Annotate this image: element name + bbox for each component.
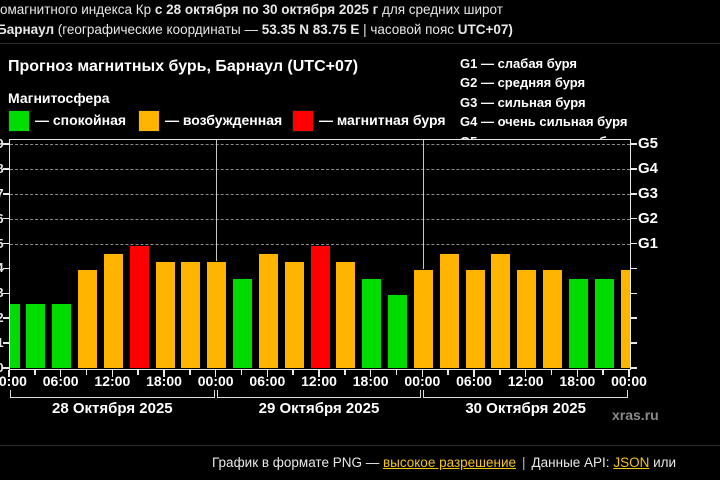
day-label: 30 Октября 2025 — [465, 400, 586, 417]
day-separator-line — [215, 140, 218, 369]
kp-bar — [412, 269, 434, 369]
json-link[interactable]: JSON — [613, 455, 650, 470]
kp-bar — [438, 252, 460, 369]
kp-bar — [516, 269, 538, 369]
header-line-1: омагнитного индекса Кр с 28 октября по 3… — [0, 2, 503, 17]
kp-bar — [10, 302, 21, 369]
storm-scale-row: G2 — средняя буря — [460, 75, 586, 91]
kp-bar — [25, 302, 47, 369]
legend-label-storm: — магнитная буря — [319, 112, 446, 128]
footer-separator: | — [522, 455, 526, 470]
kp-bar — [128, 244, 150, 369]
header-line-2: Барнаул (географические координаты — 53.… — [0, 22, 513, 37]
footer-text-or: или — [649, 455, 677, 470]
kp-bar — [490, 252, 512, 369]
header-city: Барнаул — [0, 22, 55, 37]
watermark: xras.ru — [612, 407, 659, 423]
header-line1-post: для средних широт — [378, 2, 503, 17]
footer-text-api: Данные API: — [531, 455, 614, 470]
day-bracket — [10, 390, 215, 398]
top-divider — [0, 43, 720, 44]
storm-scale-row: G1 — слабая буря — [460, 56, 578, 71]
kp-bar — [464, 269, 486, 369]
legend-label-excited: — возбужденная — [165, 112, 283, 128]
chart-title: Прогноз магнитных бурь, Барнаул (UTC+07) — [8, 58, 359, 75]
storm-color-swatch — [292, 110, 314, 132]
kp-gridline — [10, 168, 630, 170]
magnetosphere-label: Магнитосфера — [8, 90, 110, 106]
day-separator-line — [422, 140, 425, 369]
storm-scale-row: G4 — очень сильная буря — [460, 114, 628, 130]
footer-bar: График в формате PNG — высокое разрешени… — [212, 455, 676, 470]
kp-bar — [542, 269, 563, 369]
header-coords: 53.35 N 83.75 E — [261, 22, 360, 37]
day-bracket — [423, 390, 628, 398]
header-tz-pre: | часовой пояс — [359, 22, 458, 37]
storm-scale-row: G3 — сильная буря — [460, 94, 586, 110]
kp-bar — [206, 261, 228, 369]
kp-bar — [567, 277, 589, 369]
kp-bar — [387, 294, 408, 369]
kp-bar — [335, 261, 357, 369]
bottom-divider — [0, 445, 720, 446]
header-line1-pre: омагнитного индекса Кр — [0, 2, 155, 17]
kp-gridline — [10, 218, 630, 220]
kp-gridline — [10, 243, 630, 245]
day-label: 28 Октября 2025 — [52, 400, 173, 417]
kp-bar — [51, 302, 73, 369]
header-line1-dates: с 28 октября по 30 октября 2025 г — [154, 2, 379, 17]
kp-gridline — [10, 193, 630, 195]
kp-bar — [593, 277, 615, 369]
quiet-color-swatch — [8, 110, 30, 132]
kp-bar — [180, 261, 202, 369]
header-coords-pre: (географические координаты — — [54, 22, 262, 37]
kp-bar — [309, 244, 331, 369]
day-bracket — [216, 390, 422, 398]
kp-bar — [102, 252, 124, 369]
header-timezone: UTC+07) — [457, 22, 513, 37]
legend-label-quiet: — спокойная — [35, 112, 127, 128]
high-resolution-link[interactable]: высокое разрешение — [382, 455, 516, 470]
kp-bar — [77, 269, 98, 369]
kp-bar — [232, 277, 253, 369]
kp-gridline — [10, 143, 630, 145]
plot-area — [9, 139, 631, 370]
day-label: 29 Октября 2025 — [258, 400, 380, 417]
kp-bar — [361, 277, 383, 369]
excited-color-swatch — [138, 110, 160, 132]
kp-bar — [154, 261, 176, 369]
kp-bar — [257, 252, 279, 369]
kp-bar — [619, 269, 630, 369]
kp-bar — [283, 261, 305, 369]
footer-text-png: График в формате PNG — — [212, 455, 383, 470]
